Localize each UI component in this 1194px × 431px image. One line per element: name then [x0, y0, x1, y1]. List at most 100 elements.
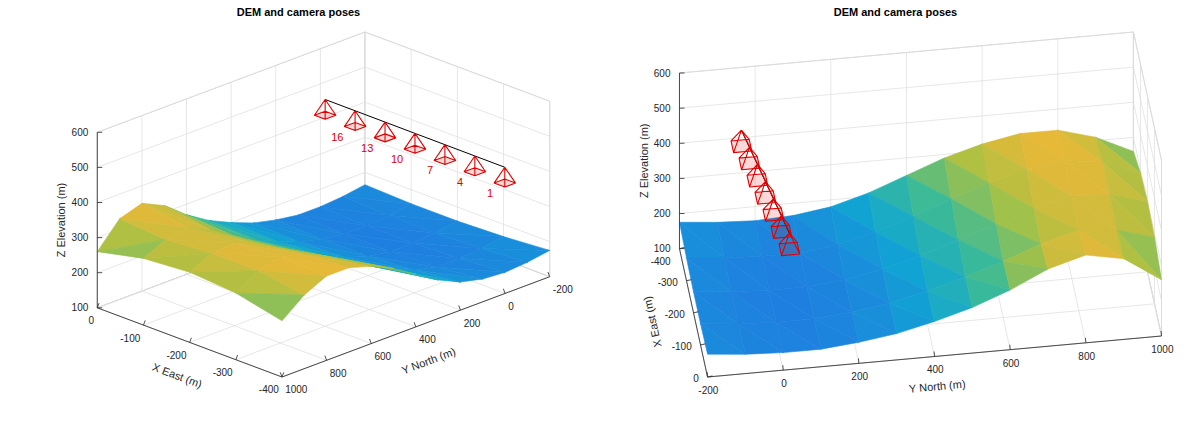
axis-title: X East (m)	[641, 295, 664, 348]
surface-facet	[928, 291, 973, 321]
camera-pose	[779, 233, 800, 255]
tick	[679, 108, 684, 109]
surface-facet	[694, 292, 739, 324]
surface-facet	[1041, 244, 1086, 269]
tick-label: 1000	[1151, 344, 1174, 355]
tick	[503, 289, 505, 294]
tick	[97, 132, 102, 133]
camera-path	[325, 99, 505, 167]
tick-label: 400	[927, 364, 944, 375]
axis-title: Y North (m)	[400, 345, 457, 376]
grid-line	[679, 73, 680, 249]
surface	[97, 185, 549, 321]
axes: -400-300-200-1000X East (m)-200020040060…	[55, 127, 573, 396]
tick-label: -300	[658, 277, 678, 288]
surface-facet	[258, 271, 326, 295]
chart-svg: DEM and camera poses147101316-400-300-20…	[0, 0, 1194, 431]
surface-facet	[762, 256, 807, 290]
grid-line	[364, 32, 365, 208]
tick-label: -200	[698, 385, 718, 396]
tick	[782, 365, 783, 370]
tick	[190, 338, 192, 343]
tick-label: 600	[1003, 358, 1020, 369]
panel: DEM and camera poses-400-300-200-1000X E…	[638, 6, 1174, 396]
surface	[679, 130, 1161, 354]
chart-title: DEM and camera poses	[237, 6, 361, 18]
tick	[143, 320, 145, 325]
tick-label: 200	[72, 267, 89, 278]
axis-line	[97, 308, 282, 377]
tick	[1161, 331, 1162, 336]
surface-facet	[731, 292, 776, 324]
grid-line	[1133, 32, 1161, 160]
surface-facet	[679, 222, 724, 258]
surface-facet	[1072, 196, 1117, 230]
tick-label: 200	[654, 208, 671, 219]
surface-facet	[481, 237, 549, 251]
surface-facet	[1058, 130, 1103, 162]
tick-label: 500	[72, 162, 89, 173]
grid-line	[236, 259, 504, 359]
camera-pose	[404, 133, 425, 153]
grid-line	[282, 277, 550, 377]
surface-facet	[814, 319, 859, 349]
axis-title: Z Elevation (m)	[55, 183, 67, 258]
tick-label: 1000	[285, 384, 308, 395]
surface-facet	[1117, 230, 1162, 280]
tick	[679, 178, 684, 179]
tick	[1085, 338, 1086, 343]
grid-line	[275, 65, 276, 241]
tick-label: 800	[330, 368, 347, 379]
grid-line	[97, 32, 365, 132]
tick	[679, 213, 684, 214]
axis-title: X East (m)	[151, 361, 204, 390]
grid-line	[411, 49, 412, 225]
tick-label: 100	[72, 302, 89, 313]
axis-line	[282, 277, 550, 377]
grid-line	[365, 102, 550, 171]
tick-label: -400	[259, 384, 279, 395]
camera-label: 10	[391, 153, 403, 165]
pane	[679, 32, 1133, 249]
surface-facet	[724, 258, 769, 292]
tick-label: -300	[213, 367, 233, 378]
panes	[97, 32, 549, 377]
camera-pose	[374, 122, 395, 142]
chart-title: DEM and camera poses	[834, 6, 958, 18]
surface-facet	[769, 290, 814, 322]
camera-pose	[314, 99, 335, 119]
tick-label: 200	[464, 318, 481, 329]
tick	[97, 307, 102, 308]
tick	[325, 356, 327, 361]
tick-label: -100	[672, 341, 692, 352]
tick	[679, 248, 684, 249]
grid-line	[679, 32, 1133, 73]
tick	[1009, 345, 1010, 350]
grid-line	[365, 67, 550, 136]
surface-facet	[965, 277, 1010, 307]
grid-line	[679, 67, 1133, 108]
tick	[280, 372, 282, 377]
y-axis: -20002004006008001000Y North (m)	[280, 272, 573, 395]
surface-facet	[686, 258, 731, 292]
surface-facet	[1058, 130, 1103, 162]
tick	[707, 372, 708, 377]
tick-label: 800	[1078, 351, 1095, 362]
tick	[97, 272, 102, 273]
tick	[97, 202, 102, 203]
tick	[679, 143, 684, 144]
tick	[97, 167, 102, 168]
tick-label: -200	[665, 309, 685, 320]
tick	[459, 305, 461, 310]
camera-label: 13	[361, 142, 373, 154]
grid	[97, 32, 549, 377]
axis-line	[708, 336, 1162, 377]
surface-facet	[776, 322, 821, 352]
grid	[679, 32, 1161, 377]
axis-title: Z Elevation (m)	[638, 124, 650, 199]
surface-facet	[1065, 160, 1110, 196]
camera-label: 1	[487, 187, 493, 199]
tick	[934, 352, 935, 357]
grid-line	[320, 49, 321, 225]
tick-label: 0	[693, 373, 699, 384]
